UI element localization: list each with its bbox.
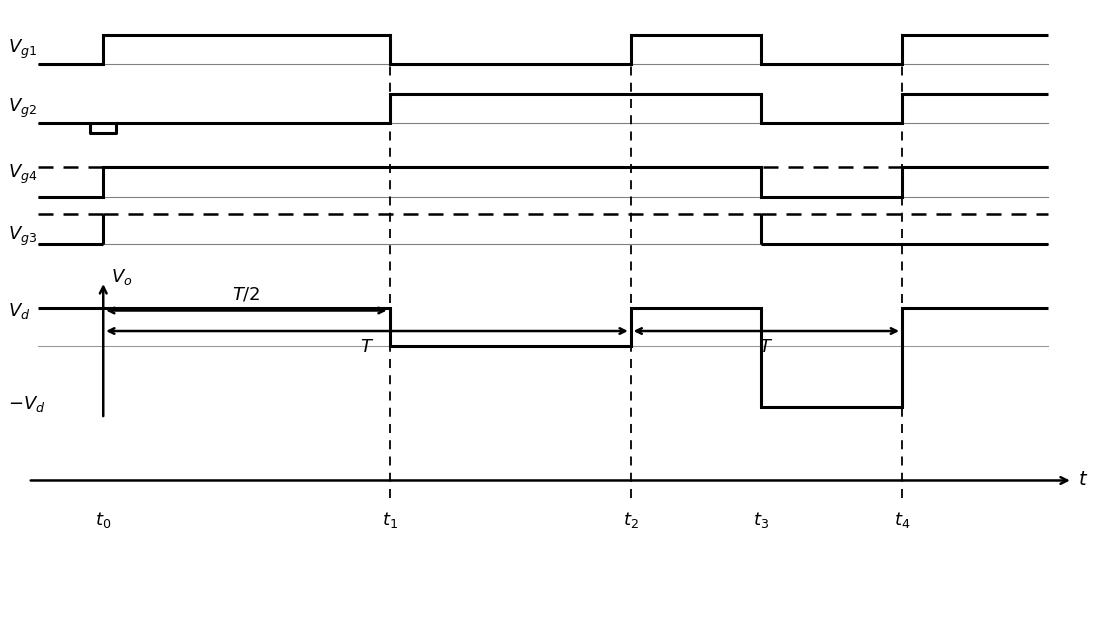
Text: $t_4$: $t_4$ (894, 510, 910, 530)
Text: $t$: $t$ (1078, 471, 1088, 489)
Text: $V_{g3}$: $V_{g3}$ (8, 225, 37, 248)
Text: $-V_d$: $-V_d$ (8, 394, 45, 414)
Text: $t_3$: $t_3$ (753, 510, 769, 530)
Text: $T$: $T$ (360, 338, 374, 356)
Text: $V_d$: $V_d$ (8, 301, 31, 320)
Text: $t_0$: $t_0$ (95, 510, 111, 530)
Text: $V_o$: $V_o$ (111, 267, 132, 287)
Text: $V_{g2}$: $V_{g2}$ (8, 97, 37, 120)
Text: $V_{g4}$: $V_{g4}$ (8, 163, 37, 186)
Text: $t_2$: $t_2$ (623, 510, 638, 530)
Text: $T$: $T$ (760, 338, 774, 356)
Text: $t_1$: $t_1$ (381, 510, 398, 530)
Text: $V_{g1}$: $V_{g1}$ (8, 38, 37, 61)
Text: $T/2$: $T/2$ (233, 286, 260, 304)
